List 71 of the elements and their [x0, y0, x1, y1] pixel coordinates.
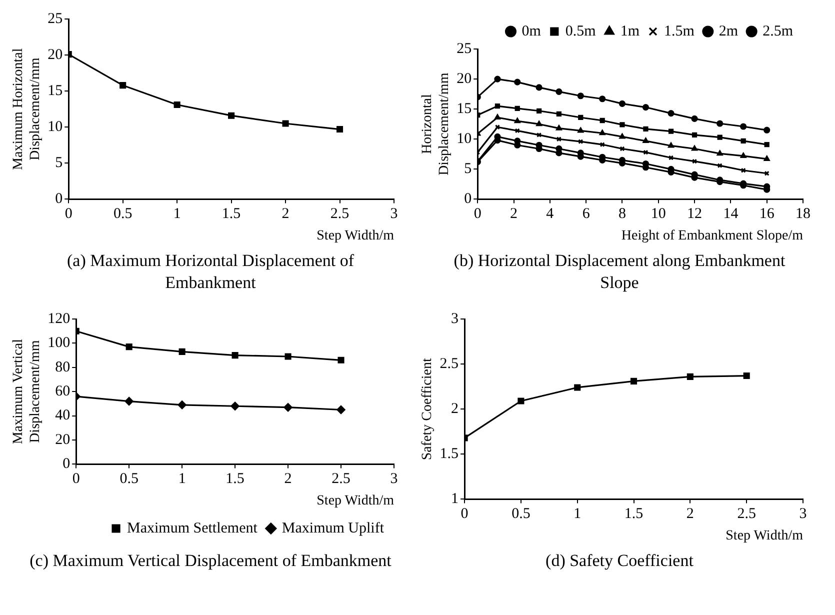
y-axis-title: Maximum Vertical Displacement/mm	[11, 338, 43, 444]
x-axis-title: Step Width/m	[726, 528, 804, 544]
x-tick-label: 8	[618, 206, 626, 222]
x-tick-label: 3	[390, 471, 398, 488]
x-tick-label: 1	[178, 471, 186, 488]
y-tick-label: 5	[464, 161, 472, 178]
legend-label: Maximum Uplift	[282, 520, 385, 536]
y-tick-label: 1.5	[440, 446, 459, 462]
x-tick-label: 2	[686, 506, 694, 522]
x-tick-label: 10	[650, 206, 666, 222]
x-axis-title: Step Width/m	[316, 228, 394, 244]
x-tick-label: 2	[284, 471, 292, 488]
y-tick-label: 0	[464, 191, 472, 208]
x-tick-label: 14	[723, 206, 739, 222]
y-axis-title: Maximum Horizontal Displacement/mm	[11, 48, 43, 170]
legend-label: 2m	[718, 23, 738, 40]
x-tick-label: 2.5	[332, 471, 350, 488]
x-tick-label: 3	[799, 506, 807, 522]
text: (b) Horizontal Displacement along Embankment Slope	[452, 250, 786, 294]
x-tick-label: 12	[687, 206, 702, 222]
y-tick-label: 25	[456, 40, 472, 57]
y-tick-label: 20	[48, 46, 63, 63]
x-tick-label: 0.5	[113, 206, 132, 222]
y-tick-label: 100	[48, 335, 70, 352]
y-tick-label: 120	[48, 310, 70, 327]
y-tick-label: 60	[55, 384, 70, 400]
x-tick-label: 4	[546, 206, 554, 222]
y-tick-label: 0	[62, 456, 70, 472]
legend-label: 1m	[620, 23, 640, 40]
text: (d) Safety Coefficient	[544, 550, 694, 572]
legend-label: 1.5m	[664, 23, 695, 40]
y-tick-label: 15	[48, 83, 63, 100]
y-tick-label: 5	[55, 155, 63, 172]
x-tick-label: 1.5	[222, 206, 241, 222]
legend-label: Maximum Settlement	[127, 520, 258, 536]
x-tick-label: 1.5	[624, 506, 644, 522]
x-tick-label: 1.5	[226, 471, 244, 488]
y-tick-label: 80	[55, 359, 70, 376]
legend-label: 2.5m	[762, 23, 794, 40]
x-tick-label: 0.5	[120, 471, 138, 488]
y-tick-label: 25	[48, 10, 63, 27]
text: (c) Maximum Vertical Displacement of Embankment	[28, 550, 392, 572]
legend-label: 0.5m	[565, 23, 596, 40]
x-tick-label: 3	[390, 206, 398, 222]
x-axis-title: Height of Embankment Slope/m	[621, 228, 804, 244]
y-tick-label: 40	[55, 408, 70, 424]
x-tick-label: 2	[282, 206, 290, 222]
y-tick-label: 1	[451, 491, 459, 508]
x-tick-label: 18	[796, 206, 810, 222]
x-tick-label: 2.5	[330, 206, 350, 222]
y-tick-label: 10	[456, 131, 472, 148]
y-tick-label: 3	[451, 310, 459, 327]
y-tick-label: 2	[451, 401, 459, 418]
y-tick-label: 15	[456, 101, 472, 118]
text: (a) Maximum Horizontal Displacement of Embankment	[66, 250, 356, 294]
x-axis-title: Step Width/m	[316, 493, 394, 508]
y-axis-title: Safety Coefficient	[420, 358, 436, 460]
x-tick-label: 2.5	[737, 506, 756, 522]
x-tick-label: 6	[582, 206, 590, 222]
x-tick-label: 16	[759, 206, 775, 222]
x-tick-label: 2	[510, 206, 518, 222]
x-tick-label: 0.5	[512, 506, 530, 522]
y-tick-label: 20	[55, 432, 70, 448]
legend-label: 0m	[522, 23, 542, 40]
y-tick-label: 20	[456, 70, 472, 87]
y-tick-label: 10	[48, 119, 63, 136]
y-axis-title: Horizontal Displacement/mm	[420, 72, 452, 176]
y-tick-label: 2.5	[440, 356, 459, 372]
x-tick-label: 1	[173, 206, 181, 222]
y-tick-label: 0	[55, 191, 63, 208]
x-tick-label: 1	[574, 506, 582, 522]
